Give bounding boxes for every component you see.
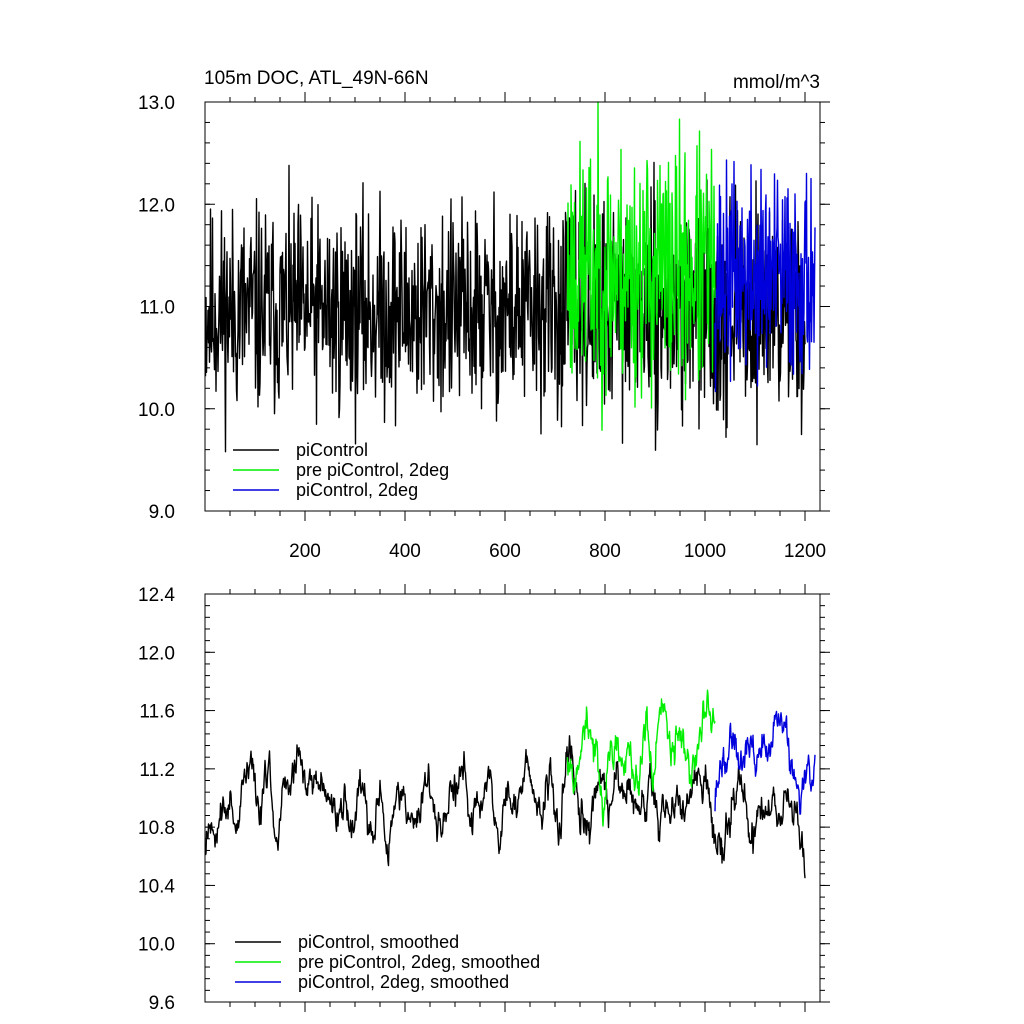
x-tick-label: 1200 <box>784 541 826 562</box>
top-series-group <box>204 101 816 453</box>
top-chart-units: mmol/m^3 <box>733 72 820 93</box>
legend-label: pre piControl, 2deg, smoothed <box>298 952 540 972</box>
y-tick-label: 10.0 <box>138 400 175 421</box>
legend-label: piControl <box>296 440 368 460</box>
x-tick-label: 200 <box>289 541 321 562</box>
top-chart-title: 105m DOC, ATL_49N-66N <box>204 68 429 89</box>
series-line-1 <box>566 689 716 827</box>
bottom-axes-ticks: 9.6 10.0 10.4 10.8 11.2 11.6 12.0 12.4 <box>138 584 830 1014</box>
bottom-series-group <box>204 689 816 879</box>
bottom-panel: 9.6 10.0 10.4 10.8 11.2 11.6 12.0 12.4 piContro… <box>138 584 830 1014</box>
x-tick-label: 600 <box>489 541 521 562</box>
y-tick-label: 11.2 <box>139 760 175 781</box>
x-tick-label: 800 <box>589 541 621 562</box>
series-line-2 <box>714 159 816 393</box>
top-panel: 105m DOC, ATL_49N-66N mmol/m^3 200 400 600… <box>138 68 830 562</box>
y-tick-label: 13.0 <box>138 93 175 114</box>
y-tick-label: 11.0 <box>139 298 175 319</box>
y-tick-label: 10.4 <box>138 876 175 897</box>
series-line-0 <box>204 735 806 879</box>
legend-label: piControl, 2deg <box>296 480 418 500</box>
series-line-0 <box>204 161 806 453</box>
y-tick-label: 10.8 <box>138 818 175 839</box>
top-axes-ticks: 200 400 600 800 1000 1200 9.0 10.0 11.0 12.0 13.0 <box>138 92 830 562</box>
y-tick-label: 12.0 <box>138 643 175 664</box>
legend-label: piControl, smoothed <box>298 932 459 952</box>
bottom-plot-frame <box>204 593 821 1003</box>
legend-label: piControl, 2deg, smoothed <box>298 972 509 992</box>
y-tick-label: 12.0 <box>138 195 175 216</box>
y-tick-label: 12.4 <box>138 585 175 606</box>
x-tick-label: 1000 <box>684 541 726 562</box>
x-tick-label: 400 <box>389 541 421 562</box>
legend-label: pre piControl, 2deg <box>296 460 449 480</box>
y-tick-label: 11.6 <box>139 702 175 723</box>
y-tick-label: 9.6 <box>149 993 175 1014</box>
series-line-1 <box>566 101 716 431</box>
y-tick-label: 9.0 <box>149 502 175 523</box>
series-line-2 <box>714 710 816 815</box>
y-tick-label: 10.0 <box>138 935 175 956</box>
